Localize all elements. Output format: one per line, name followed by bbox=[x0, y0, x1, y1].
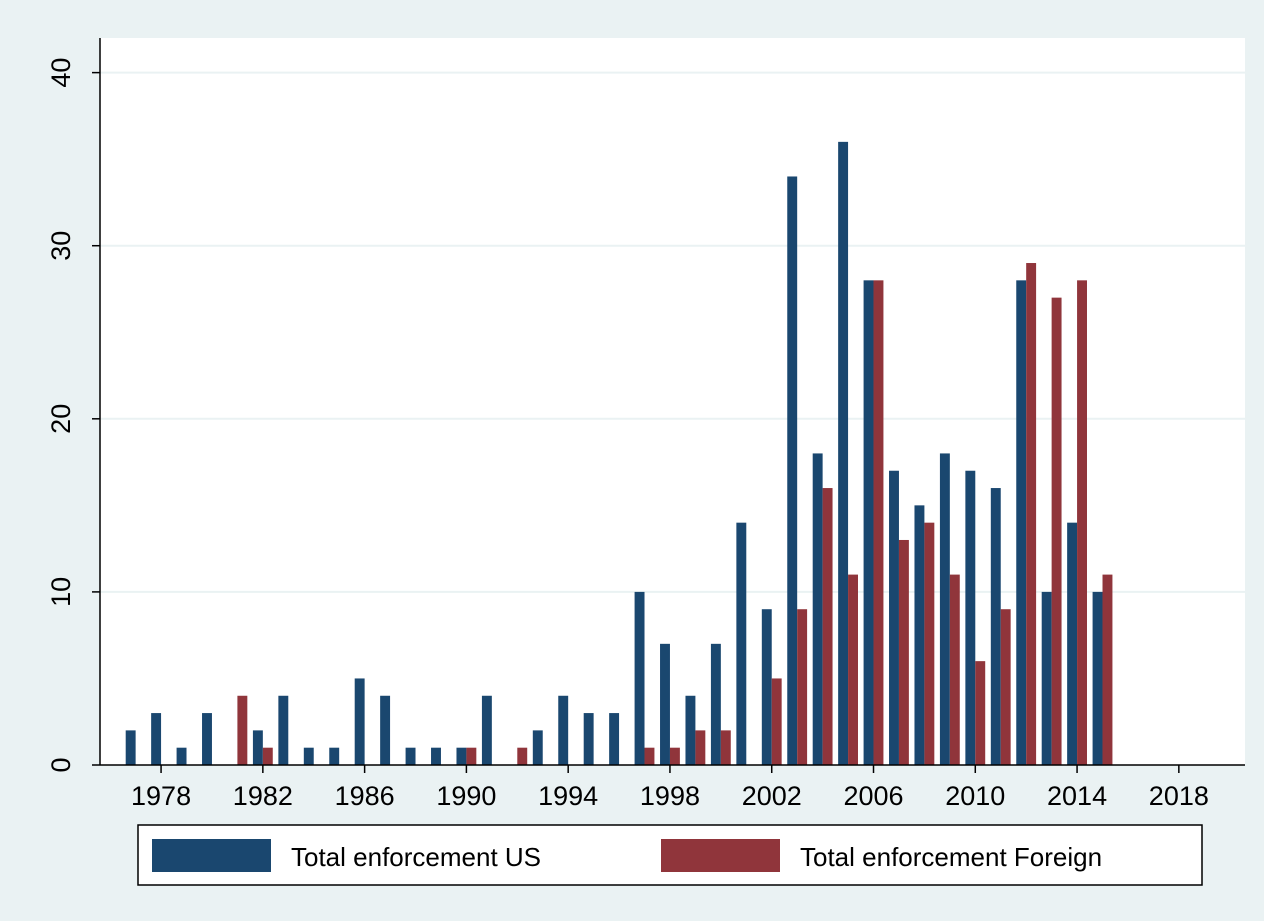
x-tick-label: 1982 bbox=[233, 781, 293, 811]
bar-us-2010 bbox=[965, 470, 976, 765]
bar-us-2002 bbox=[761, 609, 772, 765]
bar-us-1993 bbox=[532, 730, 543, 765]
x-tick-label: 2018 bbox=[1149, 781, 1209, 811]
y-tick-label: 40 bbox=[46, 58, 76, 88]
bar-us-2012 bbox=[1016, 280, 1027, 765]
bar-us-1982 bbox=[252, 730, 263, 765]
y-tick-label: 20 bbox=[46, 404, 76, 434]
bar-us-2008 bbox=[914, 505, 925, 765]
bar-us-1988 bbox=[405, 747, 416, 765]
bar-foreign-2007 bbox=[898, 539, 909, 765]
bar-foreign-1997 bbox=[644, 747, 655, 765]
bar-us-1979 bbox=[176, 747, 187, 765]
y-tick-label: 30 bbox=[46, 231, 76, 261]
bar-us-2000 bbox=[710, 643, 721, 765]
bar-foreign-1982 bbox=[262, 747, 273, 765]
bar-us-2009 bbox=[939, 453, 950, 765]
bar-foreign-2014 bbox=[1077, 280, 1087, 765]
y-tick-label: 10 bbox=[46, 577, 76, 607]
bar-foreign-2005 bbox=[848, 574, 858, 765]
bar-foreign-1990 bbox=[466, 747, 477, 765]
bar-foreign-2013 bbox=[1051, 297, 1062, 765]
bar-foreign-2012 bbox=[1026, 263, 1037, 765]
bar-foreign-1992 bbox=[517, 747, 528, 765]
bar-foreign-1999 bbox=[695, 730, 706, 765]
bar-foreign-2010 bbox=[975, 661, 986, 765]
bar-us-1980 bbox=[202, 713, 212, 765]
legend-swatch-us bbox=[152, 839, 271, 872]
bar-foreign-2000 bbox=[720, 730, 731, 765]
legend-label-us: Total enforcement US bbox=[291, 842, 541, 872]
bar-us-1991 bbox=[481, 695, 492, 765]
bar-foreign-2004 bbox=[822, 488, 833, 765]
bar-foreign-2008 bbox=[924, 522, 935, 765]
bar-us-1989 bbox=[431, 747, 441, 765]
bar-foreign-1981 bbox=[237, 695, 248, 765]
bar-us-1999 bbox=[685, 695, 696, 765]
x-tick-label: 2006 bbox=[843, 781, 903, 811]
bar-us-1977 bbox=[125, 730, 136, 765]
bars bbox=[125, 141, 1113, 765]
bar-us-2001 bbox=[736, 522, 747, 765]
bar-foreign-2003 bbox=[797, 609, 808, 765]
bar-us-1998 bbox=[660, 643, 670, 765]
bar-foreign-2002 bbox=[771, 678, 782, 765]
bar-foreign-2006 bbox=[873, 280, 884, 765]
bar-us-2005 bbox=[838, 141, 849, 765]
bar-foreign-1998 bbox=[669, 747, 680, 765]
bar-us-2006 bbox=[863, 280, 874, 765]
bar-us-1987 bbox=[380, 695, 391, 765]
bar-us-1996 bbox=[609, 713, 620, 765]
bar-us-1983 bbox=[278, 695, 289, 765]
x-tick-label: 1990 bbox=[436, 781, 496, 811]
bar-foreign-2015 bbox=[1102, 574, 1113, 765]
bar-us-1990 bbox=[456, 747, 467, 765]
x-tick-label: 1978 bbox=[131, 781, 191, 811]
legend-label-foreign: Total enforcement Foreign bbox=[800, 842, 1102, 872]
bar-us-2014 bbox=[1067, 522, 1078, 765]
bar-us-1985 bbox=[329, 747, 340, 765]
x-tick-label: 1994 bbox=[538, 781, 598, 811]
bar-us-2003 bbox=[787, 176, 798, 765]
legend-swatch-foreign bbox=[661, 839, 780, 872]
bar-us-1986 bbox=[354, 678, 365, 765]
x-tick-label: 1986 bbox=[335, 781, 395, 811]
x-tick-label: 2002 bbox=[742, 781, 802, 811]
legend: Total enforcement US Total enforcement F… bbox=[137, 824, 1203, 886]
x-ticks: 1978 1982 1986 1990 1994 1998 2002 2006 2010 2014… bbox=[131, 765, 1209, 811]
bar-us-1995 bbox=[583, 713, 594, 765]
bar-us-2011 bbox=[990, 488, 1001, 765]
bar-foreign-2009 bbox=[949, 574, 960, 765]
y-tick-label: 0 bbox=[46, 757, 76, 772]
bar-foreign-2011 bbox=[1000, 609, 1011, 765]
y-ticks: 0 10 20 30 40 bbox=[46, 58, 100, 773]
x-tick-label: 1998 bbox=[640, 781, 700, 811]
x-tick-label: 2014 bbox=[1047, 781, 1107, 811]
bar-us-1984 bbox=[303, 747, 314, 765]
bar-us-2007 bbox=[889, 470, 899, 765]
bar-us-2015 bbox=[1092, 591, 1103, 765]
bar-us-1994 bbox=[558, 695, 569, 765]
x-tick-label: 2010 bbox=[945, 781, 1005, 811]
bar-us-1997 bbox=[634, 591, 645, 765]
bar-us-2004 bbox=[812, 453, 823, 765]
bar-us-2013 bbox=[1041, 591, 1052, 765]
bar-us-1978 bbox=[151, 713, 162, 765]
